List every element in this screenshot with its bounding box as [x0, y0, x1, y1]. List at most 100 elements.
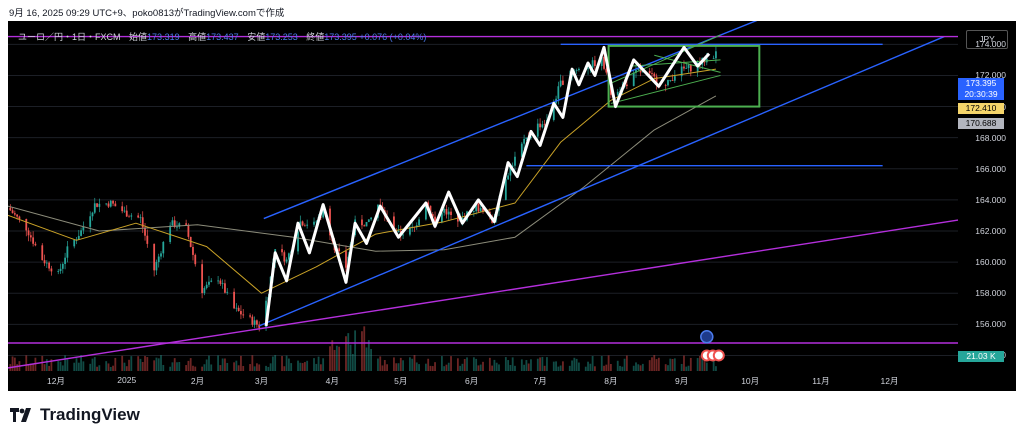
volume-bar	[701, 358, 704, 371]
volume-bar	[578, 362, 580, 371]
volume-bar	[194, 366, 197, 371]
volume-bar	[139, 358, 142, 371]
ma-short-label: 172.410	[958, 103, 1004, 114]
volume-bar	[637, 364, 640, 371]
volume-bar	[418, 364, 420, 371]
volume-bar	[623, 358, 626, 371]
volume-bar	[157, 358, 160, 371]
volume-bar	[249, 364, 251, 371]
volume-bar	[25, 355, 28, 371]
candle-body	[96, 203, 98, 207]
candle-body	[673, 76, 676, 81]
volume-bar	[653, 355, 656, 371]
volume-bar	[331, 340, 334, 371]
time-tick: 12月	[880, 376, 899, 386]
volume-bar	[530, 359, 532, 371]
candle-body	[48, 262, 51, 269]
candle-body	[315, 221, 318, 223]
candle-body	[194, 254, 197, 265]
volume-bar	[48, 365, 51, 371]
candle-body	[297, 231, 299, 252]
price-tick: 160.000	[975, 257, 1006, 268]
volume-bar	[475, 358, 478, 371]
volume-bar	[61, 365, 64, 371]
time-tick: 4月	[325, 376, 339, 386]
chart-caption: 9月 16, 2025 09:29 UTC+9、poko0813がTrading…	[9, 8, 285, 19]
candle-body	[123, 210, 126, 212]
candle-body	[162, 241, 165, 254]
trend_purple-line	[8, 219, 959, 369]
volume-bar	[463, 359, 466, 371]
volume-bar	[383, 360, 386, 371]
candle-body	[509, 166, 512, 176]
candle-body	[322, 208, 325, 218]
volume-bar	[715, 366, 717, 371]
volume-bar	[669, 358, 672, 371]
volume-bar	[488, 357, 491, 371]
volume-bar	[386, 364, 388, 371]
candle-body	[338, 248, 341, 252]
price-chart[interactable]	[8, 21, 1016, 391]
volume-bar	[689, 357, 692, 371]
candle-body	[445, 208, 448, 215]
symbol-label[interactable]: ユーロ／円・1日・FXCM	[18, 32, 121, 42]
volume-bar	[687, 365, 690, 371]
volume-bar	[173, 358, 176, 371]
candle-body	[635, 69, 637, 73]
chart-panel[interactable]: ユーロ／円・1日・FXCM 始値173.319 高値173.437 安値173.…	[8, 21, 1016, 391]
volume-bar	[203, 364, 206, 371]
volume-bar	[237, 365, 240, 371]
volume-bar	[705, 362, 708, 371]
candle-body	[536, 123, 539, 137]
candle-body	[402, 234, 404, 236]
candle-body	[155, 262, 158, 271]
candle-body	[41, 245, 44, 261]
volume-bar	[347, 333, 350, 371]
volume-bar	[525, 360, 528, 371]
candle-body	[157, 256, 160, 263]
candle-body	[13, 213, 16, 215]
volume-bar	[648, 360, 651, 371]
volume-bar	[329, 346, 331, 371]
candle-body	[226, 291, 229, 293]
volume-bar	[27, 364, 30, 371]
candle-body	[578, 68, 580, 71]
volume-bar	[397, 363, 400, 371]
candle-body	[192, 246, 194, 255]
candle-body	[233, 291, 235, 309]
volume-bar	[632, 365, 635, 371]
volume-bar	[235, 360, 238, 371]
volume-bar	[607, 355, 610, 371]
volume-bar	[511, 357, 514, 371]
volume-bar	[434, 362, 436, 371]
volume-bar	[219, 365, 222, 371]
volume-bar	[673, 358, 676, 371]
volume-bar	[559, 365, 562, 371]
candle-body	[64, 257, 66, 264]
low-value: 173.253	[265, 32, 298, 42]
time-tick: 7月	[533, 376, 547, 386]
volume-bar	[683, 355, 685, 371]
time-axis[interactable]: 12月 2025 2月 3月 4月 5月 6月 7月 8月 9月 10月 11月 12月	[8, 371, 958, 391]
candle-body	[370, 217, 373, 220]
open-value: 173.319	[147, 32, 180, 42]
volume-bar	[605, 364, 608, 371]
candle-body	[221, 283, 224, 285]
candle-body	[655, 76, 658, 84]
volume-bar	[153, 360, 156, 371]
volume-bar	[301, 363, 304, 371]
volume-bar	[493, 359, 496, 371]
candle-body	[173, 220, 176, 228]
candle-body	[603, 56, 605, 69]
time-tick: 2月	[190, 376, 205, 386]
candle-body	[685, 68, 688, 69]
price-axis[interactable]: 174.000172.000170.000168.000166.000164.0…	[958, 21, 1016, 371]
volume-bar	[256, 363, 258, 371]
candle-body	[539, 123, 541, 128]
currency-button[interactable]: JPY	[966, 30, 1008, 49]
volume-bar	[283, 366, 286, 371]
candle-body	[160, 253, 162, 257]
volume-bar	[91, 358, 94, 371]
volume-bar	[217, 355, 219, 371]
volume-bar	[671, 358, 674, 371]
